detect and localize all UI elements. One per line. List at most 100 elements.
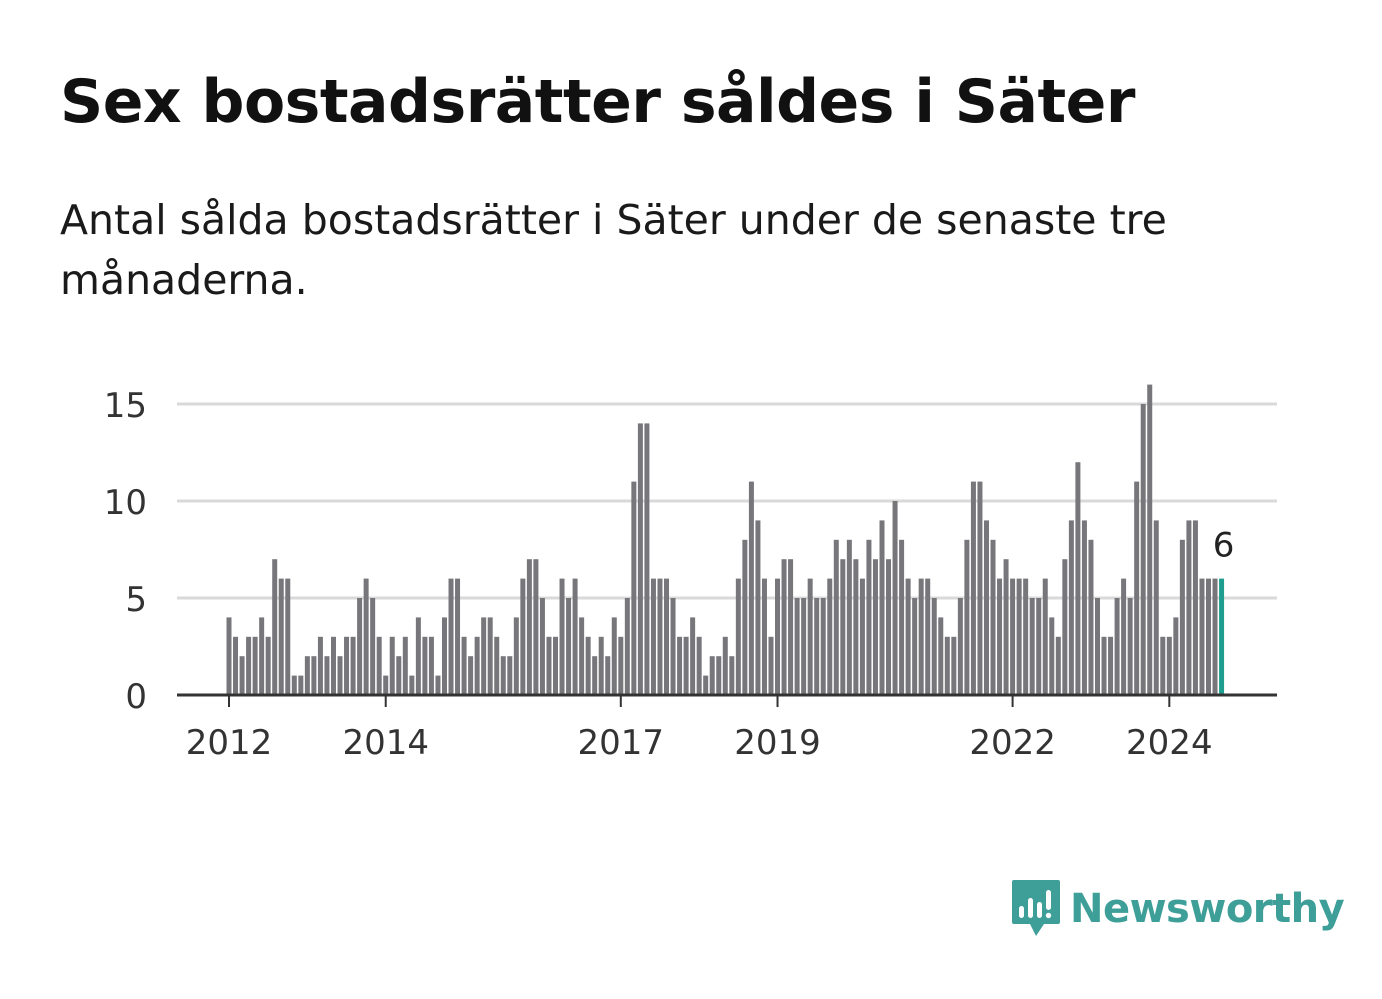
bar [1134,481,1140,695]
bar [1062,559,1068,695]
bar [252,636,258,695]
x-tick-label: 2014 [342,723,429,763]
chart-title: Sex bostadsrätter såldes i Säter [60,67,1135,137]
bar [794,598,800,695]
bar [716,656,722,695]
bar [513,617,519,695]
bar [748,481,754,695]
bar [820,598,826,695]
x-tick-label: 2022 [969,723,1056,763]
bar [1101,636,1107,695]
bar [1147,384,1153,695]
bar [278,578,284,695]
bar [402,636,408,695]
bar [559,578,565,695]
bar [735,578,741,695]
bar [1088,539,1094,695]
bar [389,636,395,695]
bar [357,598,363,695]
bar [709,656,715,695]
bar [879,520,885,695]
bar [866,539,872,695]
bar [1186,520,1192,695]
bar [957,598,963,695]
bar [951,636,957,695]
bar [1029,598,1035,695]
bar [899,539,905,695]
x-tick-label: 2012 [186,723,273,763]
bar [585,636,591,695]
y-axis-ticks: 0 5 10 15 [104,386,147,717]
bar [1036,598,1042,695]
bar [304,656,310,695]
newsworthy-logo[interactable]: Newsworthy [1010,878,1345,940]
bar [598,636,604,695]
bar [579,617,585,695]
bar [285,578,291,695]
bar [474,636,480,695]
bar [768,636,774,695]
bar [840,559,846,695]
bar [977,481,983,695]
bar [546,636,552,695]
bar [298,675,304,695]
x-tick-label: 2019 [734,723,821,763]
bar [872,559,878,695]
bar [494,636,500,695]
bar [807,578,813,695]
bar [729,656,735,695]
bar [918,578,924,695]
bar [291,675,297,695]
bar [983,520,989,695]
bar [337,656,343,695]
bar [566,598,572,695]
bar [722,636,728,695]
bar [1192,520,1198,695]
bar [428,636,434,695]
bar [664,578,670,695]
bar [265,636,271,695]
bar [233,636,239,695]
bar [1199,578,1205,695]
bar-latest [1219,578,1225,695]
bar [363,578,369,695]
bar [370,598,376,695]
bar [239,656,245,695]
bar [683,636,689,695]
bar [990,539,996,695]
x-tick-label: 2024 [1126,723,1213,763]
bar [383,675,389,695]
bar [461,636,467,695]
bar [644,423,650,695]
bar [592,656,598,695]
bar [742,539,748,695]
bar [624,598,630,695]
bar [938,617,944,695]
bar [703,675,709,695]
bar [259,617,265,695]
bar [1055,636,1061,695]
bar [481,617,487,695]
bar [324,656,330,695]
bar [997,578,1003,695]
bar [246,636,252,695]
bar [1075,462,1081,695]
bar [970,481,976,695]
bar [435,675,441,695]
bar [317,636,323,695]
bar [487,617,493,695]
bar [677,636,683,695]
bar [1160,636,1166,695]
bar [912,598,918,695]
bar [618,636,624,695]
bar [415,617,421,695]
bar [833,539,839,695]
bar [801,598,807,695]
bar [637,423,643,695]
bar [690,617,696,695]
bar [1068,520,1074,695]
bar [650,578,656,695]
y-tick-label: 10 [104,483,147,523]
bar [311,656,317,695]
bar [1173,617,1179,695]
